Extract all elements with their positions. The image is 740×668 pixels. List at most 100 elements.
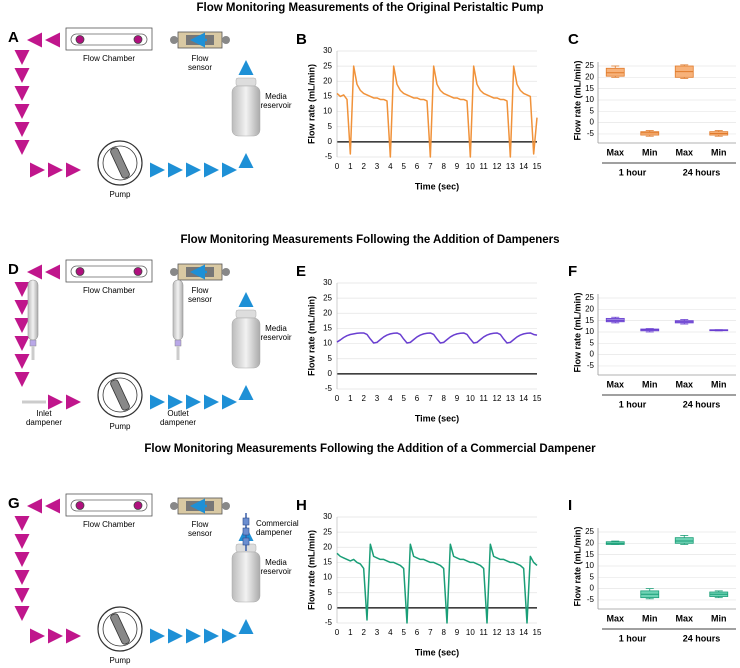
x-tick-label: 11 [480, 628, 489, 637]
group-label: 24 hours [683, 167, 721, 177]
commercial-dampener [242, 517, 250, 526]
panel-letter: F [568, 263, 577, 280]
y-tick-label: 20 [323, 76, 332, 85]
y-tick-label: 15 [323, 324, 332, 333]
x-tick-label: 9 [455, 394, 460, 403]
x-tick-label: 10 [466, 628, 475, 637]
group-label: 1 hour [619, 633, 647, 643]
diagram-label: reservoir [260, 101, 291, 110]
group-label: 1 hour [619, 167, 647, 177]
x-axis-label: Time (sec) [415, 413, 459, 423]
x-tick-label: 14 [519, 628, 528, 637]
x-tick-label: 11 [480, 162, 489, 171]
y-tick-label: 15 [323, 558, 332, 567]
panel-letter: C [568, 31, 579, 48]
y-tick-label: 10 [323, 339, 332, 348]
port [75, 267, 85, 276]
diagram-label: Pump [110, 422, 131, 431]
diagram-label: dampener [160, 418, 196, 427]
y-tick-label: -5 [325, 152, 333, 161]
x-tick-label: 11 [480, 394, 489, 403]
x-tick-label: 7 [428, 628, 433, 637]
x-tick-label: 2 [361, 394, 366, 403]
diagram-label: Flow [192, 286, 209, 295]
diagram-label: reservoir [260, 567, 291, 576]
x-tick-label: 4 [388, 628, 393, 637]
sensor-fitting [222, 268, 230, 276]
y-tick-label: 25 [323, 61, 332, 70]
x-tick-label: 14 [519, 394, 528, 403]
x-tick-label: 2 [361, 162, 366, 171]
port [133, 267, 143, 276]
y-tick-label: 5 [590, 106, 595, 115]
x-tick-label: Min [642, 613, 658, 623]
diagram-label: Pump [110, 190, 131, 199]
pump-ring [102, 377, 138, 413]
y-tick-label: 5 [590, 338, 595, 347]
y-tick-label: 15 [585, 84, 594, 93]
pump-ring [102, 145, 138, 181]
dampener-joint [174, 339, 182, 347]
port [75, 35, 85, 44]
group-label: 1 hour [619, 399, 647, 409]
commercial-dampener [242, 527, 250, 536]
diagram-label: Inlet [36, 409, 52, 418]
y-tick-label: 0 [328, 603, 333, 612]
x-tick-label: 15 [533, 394, 542, 403]
y-tick-label: 5 [590, 572, 595, 581]
x-tick-label: Max [606, 147, 624, 157]
sensor-fitting [222, 502, 230, 510]
dampener [27, 279, 39, 341]
x-tick-label: 7 [428, 394, 433, 403]
x-tick-label: Max [606, 379, 624, 389]
data-line [336, 332, 538, 344]
x-tick-label: 3 [375, 628, 380, 637]
x-tick-label: 15 [533, 162, 542, 171]
panel-letter: D [8, 261, 19, 278]
x-tick-label: 4 [388, 394, 393, 403]
x-axis-label: Time (sec) [415, 181, 459, 191]
port [133, 501, 143, 510]
x-tick-label: 8 [441, 162, 446, 171]
x-tick-label: 0 [335, 394, 340, 403]
reservoir [231, 317, 261, 369]
y-tick-label: 25 [585, 527, 594, 536]
diagram-label: dampener [26, 418, 62, 427]
diagram-label: Pump [110, 656, 131, 665]
box [640, 131, 660, 136]
x-tick-label: 1 [348, 394, 353, 403]
port [75, 501, 85, 510]
port [133, 35, 143, 44]
y-tick-label: 15 [323, 92, 332, 101]
x-tick-label: 13 [506, 162, 515, 171]
x-tick-label: Max [675, 379, 693, 389]
row-title: Flow Monitoring Measurements Following t… [180, 234, 559, 246]
dampener [172, 279, 184, 341]
reservoir-cap [235, 77, 257, 87]
y-axis-label: Flow rate (mL/min) [306, 530, 316, 610]
x-tick-label: 12 [493, 162, 502, 171]
y-tick-label: 25 [585, 61, 594, 70]
y-tick-label: 30 [323, 46, 332, 55]
x-tick-label: 5 [401, 628, 406, 637]
y-tick-label: 20 [585, 304, 594, 313]
y-axis-label: Flow rate (mL/min) [306, 296, 316, 376]
y-tick-label: 20 [323, 308, 332, 317]
diagram-label: Flow Chamber [83, 54, 135, 63]
y-tick-label: 0 [590, 118, 595, 127]
y-tick-label: 5 [328, 588, 333, 597]
x-tick-label: 9 [455, 162, 460, 171]
x-tick-label: 6 [415, 394, 420, 403]
y-tick-label: 10 [585, 561, 594, 570]
y-tick-label: 10 [585, 95, 594, 104]
x-tick-label: Min [711, 379, 727, 389]
x-tick-label: 1 [348, 628, 353, 637]
x-tick-label: 0 [335, 162, 340, 171]
x-tick-label: Min [711, 613, 727, 623]
diagram-label: sensor [188, 529, 212, 538]
box [605, 317, 625, 323]
box [674, 537, 694, 544]
x-tick-label: Min [642, 147, 658, 157]
x-tick-label: Min [711, 147, 727, 157]
